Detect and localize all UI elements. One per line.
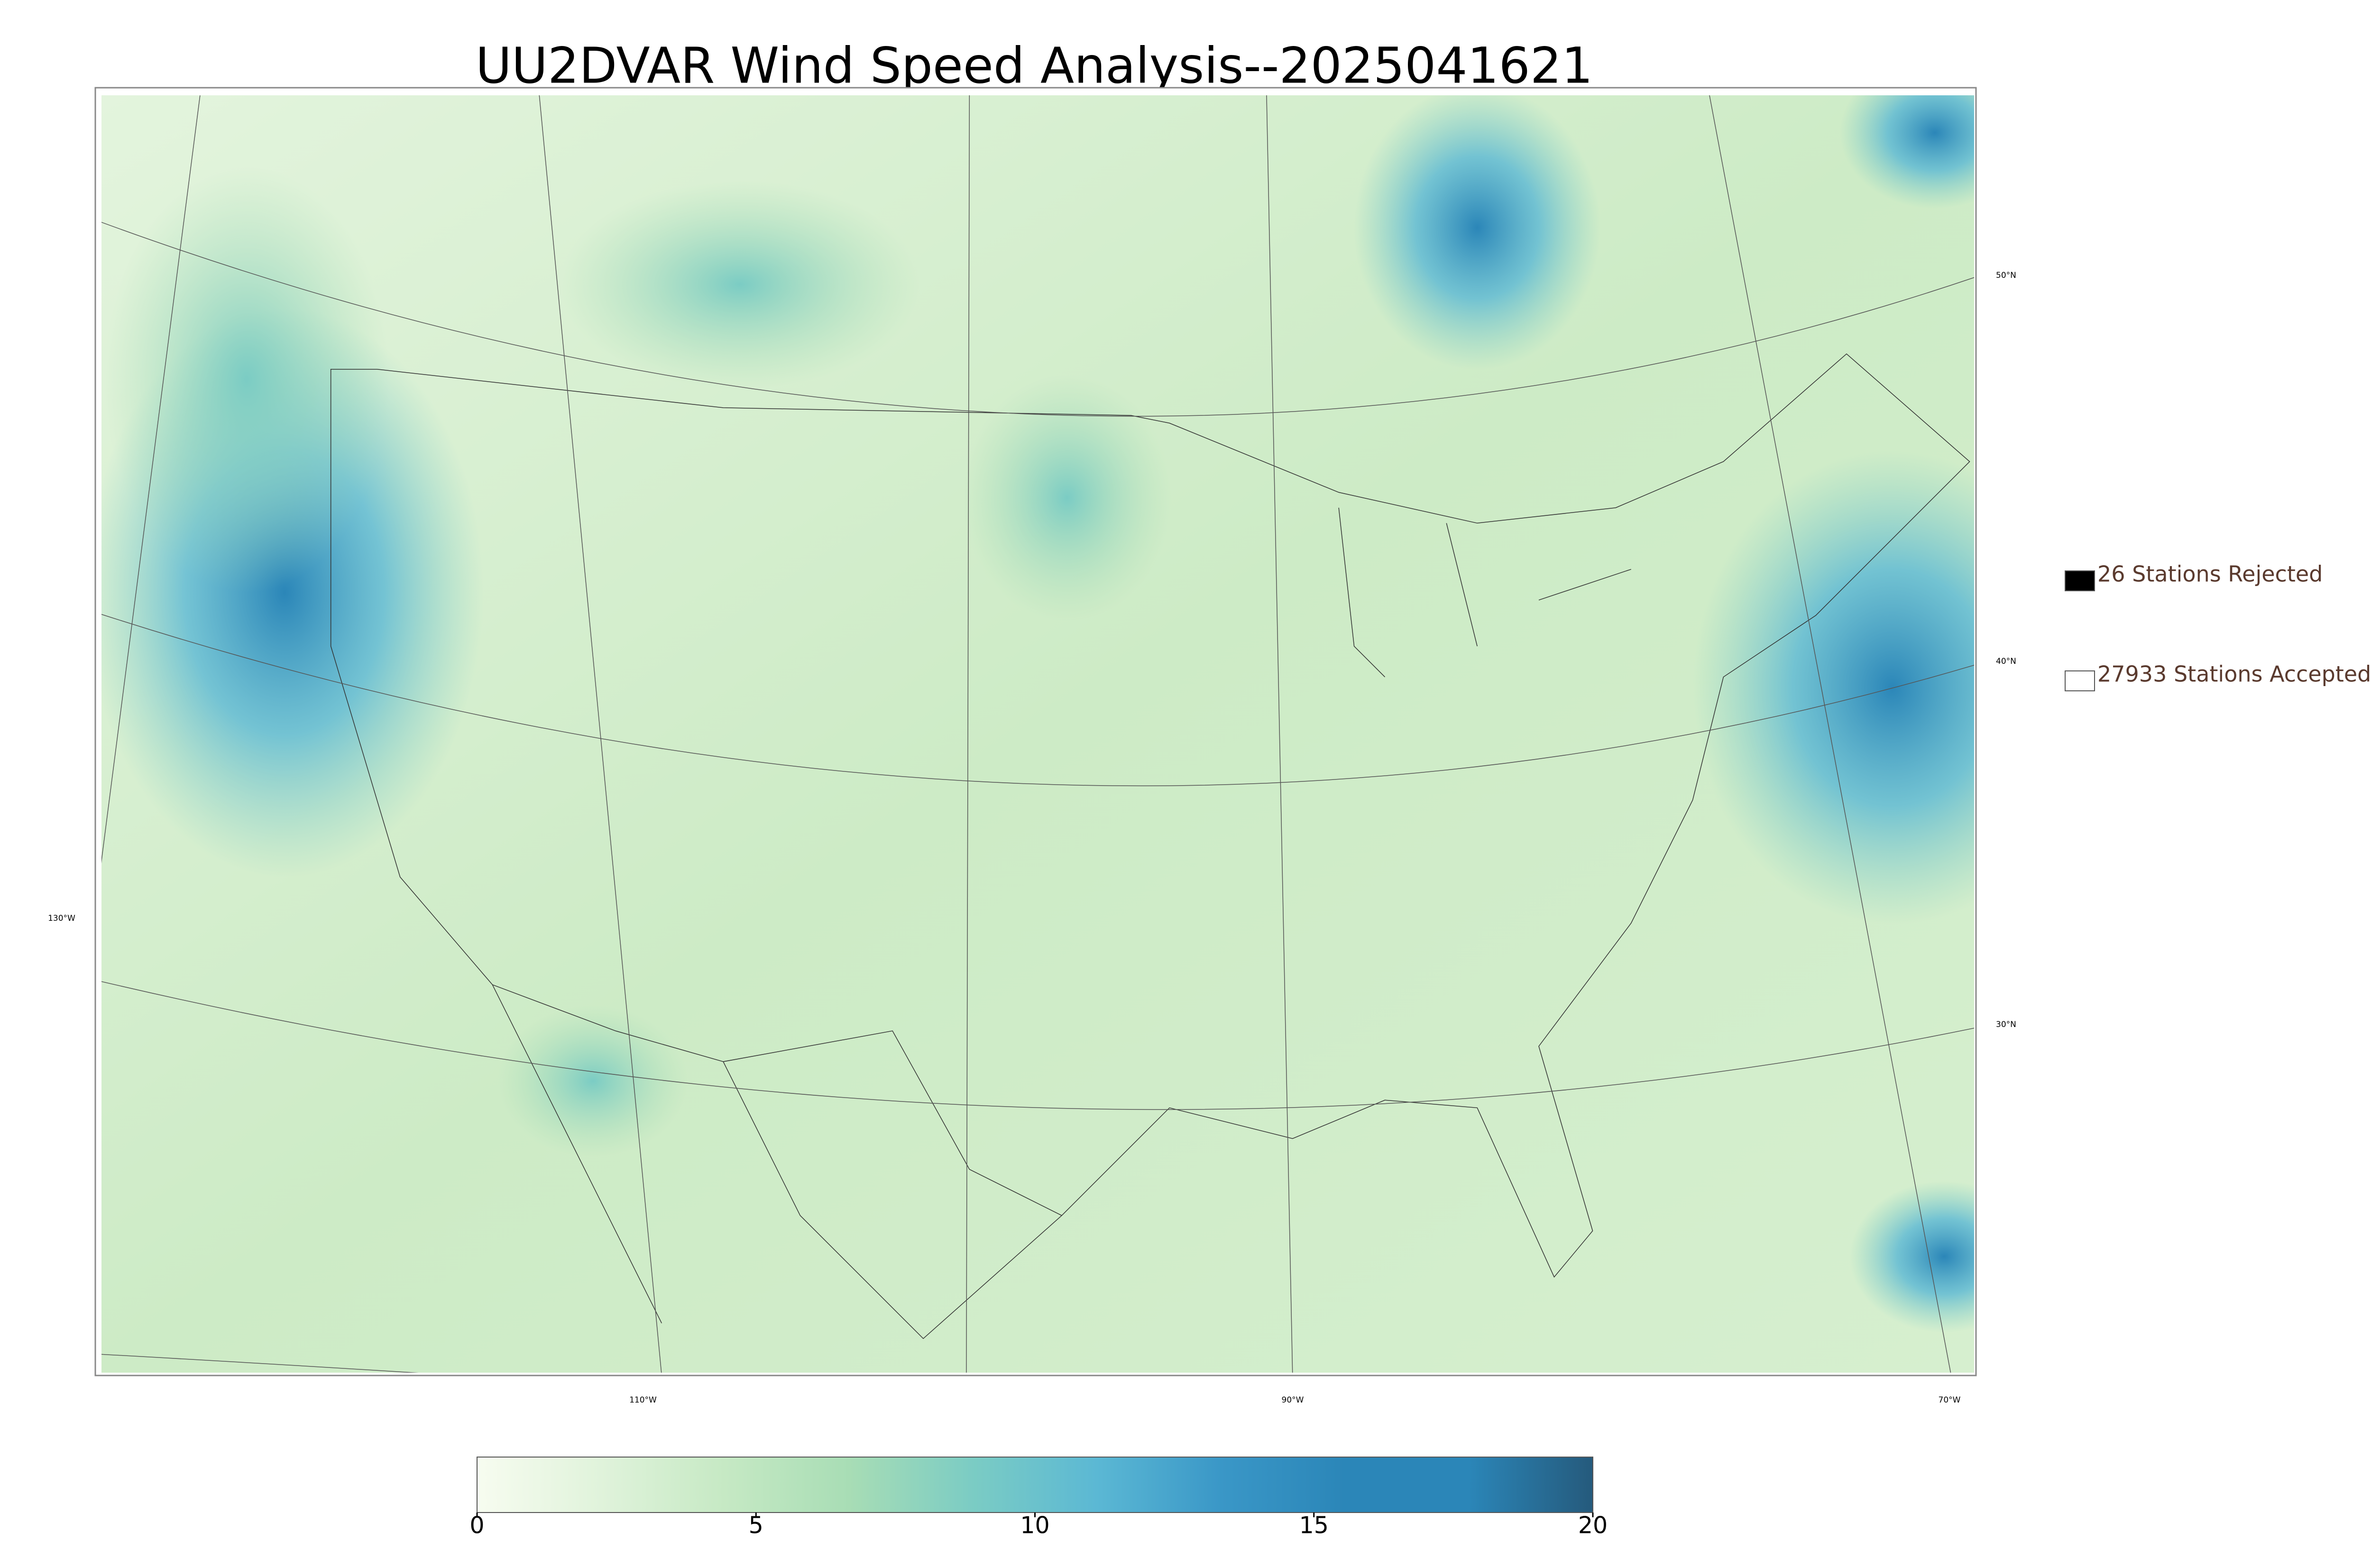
colorbar-tick-label: 15 [1299, 1512, 1329, 1539]
legend: 26 Stations Rejected 27933 Stations Accep… [2065, 561, 2371, 691]
wind-maximum [1693, 450, 1974, 925]
wind-maximum [963, 375, 1171, 621]
lat-label: 30°N [1996, 1020, 2016, 1029]
wind-maximum [1840, 95, 1974, 209]
lon-label: 110°W [629, 1395, 657, 1405]
legend-swatch [2065, 570, 2095, 591]
colorbar-scale [477, 1457, 1593, 1513]
legend-label: 27933 Stations Accepted [2097, 661, 2371, 687]
wind-maximum [104, 166, 389, 593]
graticule [1708, 88, 1951, 1375]
lon-label: 90°W [1282, 1395, 1304, 1405]
graticule [1267, 88, 1293, 1375]
graticule [539, 88, 662, 1375]
great-lakes [1339, 508, 1631, 677]
wind-maximum [498, 1005, 688, 1157]
lon-label: 130°W [48, 914, 75, 923]
wind-maximum [1354, 95, 1600, 370]
colorbar-tick-label: 20 [1578, 1512, 1608, 1539]
legend-swatch [2065, 670, 2095, 691]
mexico-coast [492, 985, 1062, 1339]
title: UU2DVAR Wind Speed Analysis--2025041621 [476, 37, 1593, 94]
graticule [95, 613, 1976, 786]
lat-label: 50°N [1996, 271, 2016, 280]
graticule [95, 980, 1976, 1110]
colorbar-tick-label: 0 [469, 1512, 484, 1539]
lat-label: 40°N [1996, 657, 2016, 666]
graticule [95, 1354, 1077, 1431]
wind-maximum [1849, 1181, 1974, 1332]
graticule [966, 88, 969, 1375]
graticule [95, 95, 200, 908]
wind-maximum [560, 180, 920, 389]
colorbar: 0 5 10 15 20 [469, 1457, 1608, 1539]
map [95, 88, 1976, 1431]
geography [95, 88, 1976, 1431]
colorbar-tick-label: 5 [749, 1512, 763, 1539]
graticule [95, 220, 1976, 416]
legend-label: 26 Stations Rejected [2097, 561, 2323, 587]
lon-label: 70°W [1939, 1395, 1961, 1405]
colorbar-tick-label: 10 [1020, 1512, 1049, 1539]
